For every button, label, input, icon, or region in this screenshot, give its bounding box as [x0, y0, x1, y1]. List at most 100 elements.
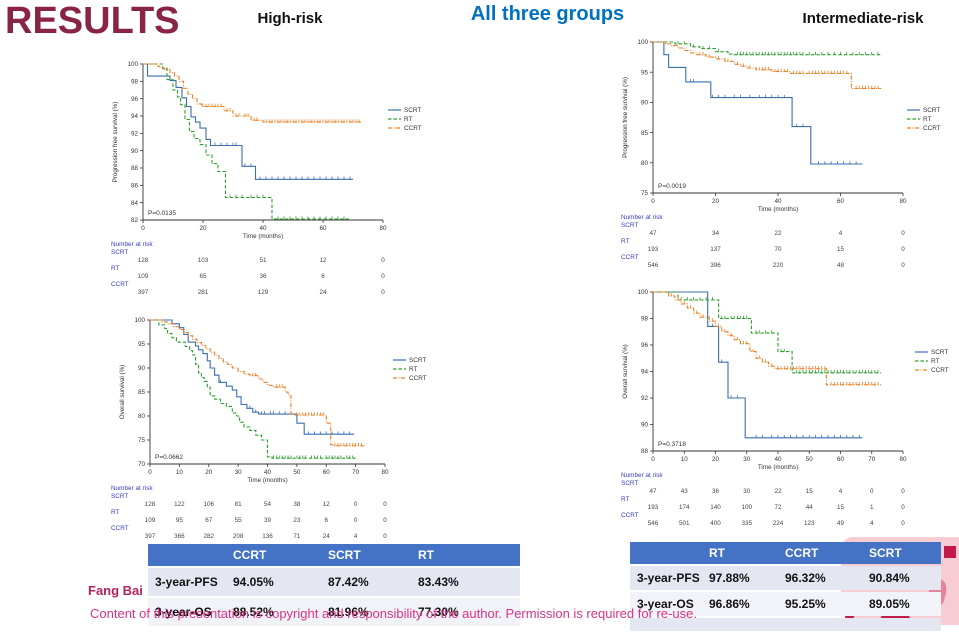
table-rowlabel-cell: 3-year-PFS — [630, 566, 702, 590]
svg-text:P=0.0662: P=0.0662 — [155, 454, 183, 461]
svg-text:CCRT: CCRT — [621, 254, 639, 261]
column-title-intermediate-risk: Intermediate-risk — [802, 10, 924, 27]
svg-text:224: 224 — [773, 520, 784, 527]
svg-text:10: 10 — [681, 456, 689, 463]
svg-text:90: 90 — [138, 365, 146, 372]
svg-text:51: 51 — [259, 257, 267, 264]
svg-text:SCRT: SCRT — [409, 357, 426, 364]
svg-text:80: 80 — [899, 456, 907, 463]
svg-text:397: 397 — [145, 533, 156, 540]
svg-text:Time (months): Time (months) — [758, 464, 798, 471]
svg-text:P=0.0135: P=0.0135 — [148, 210, 176, 217]
svg-text:174: 174 — [679, 504, 690, 511]
svg-text:RT: RT — [931, 358, 939, 365]
svg-text:70: 70 — [774, 246, 782, 253]
svg-text:10: 10 — [176, 469, 184, 476]
svg-text:335: 335 — [741, 520, 752, 527]
table-header-cell: CCRT — [226, 544, 321, 566]
svg-text:85: 85 — [138, 389, 146, 396]
table-row: 3-year-PFS 94.05% 87.42% 83.43% — [148, 568, 520, 596]
svg-text:193: 193 — [648, 246, 659, 253]
svg-text:0: 0 — [383, 501, 387, 508]
svg-text:30: 30 — [235, 469, 243, 476]
svg-text:20: 20 — [199, 225, 207, 232]
svg-text:Number at risk: Number at risk — [621, 214, 663, 221]
table-value-cell: 87.42% — [321, 568, 411, 596]
svg-text:48: 48 — [837, 262, 845, 269]
table-value-cell: 83.43% — [411, 568, 520, 596]
svg-text:128: 128 — [145, 501, 156, 508]
svg-text:100: 100 — [134, 317, 145, 324]
table-header-cell: RT — [702, 542, 778, 564]
svg-text:92: 92 — [131, 131, 139, 138]
svg-text:60: 60 — [323, 469, 331, 476]
svg-text:140: 140 — [710, 504, 721, 511]
svg-text:98: 98 — [131, 79, 139, 86]
svg-text:40: 40 — [774, 456, 782, 463]
svg-text:6: 6 — [324, 517, 328, 524]
svg-text:43: 43 — [681, 488, 689, 495]
svg-text:22: 22 — [774, 230, 782, 237]
svg-text:70: 70 — [138, 461, 146, 468]
page-title: RESULTS — [5, 0, 180, 42]
svg-text:40: 40 — [774, 198, 782, 205]
svg-text:0: 0 — [354, 517, 358, 524]
svg-text:88: 88 — [131, 165, 139, 172]
svg-text:0: 0 — [381, 257, 385, 264]
svg-text:67: 67 — [205, 517, 213, 524]
svg-text:0: 0 — [141, 225, 145, 232]
svg-text:30: 30 — [743, 488, 751, 495]
svg-text:122: 122 — [174, 501, 185, 508]
svg-text:30: 30 — [743, 456, 751, 463]
svg-text:34: 34 — [712, 230, 720, 237]
svg-text:Overall survival (%): Overall survival (%) — [622, 344, 629, 399]
svg-text:P=0.0019: P=0.0019 — [658, 183, 686, 190]
svg-text:RT: RT — [404, 116, 412, 123]
svg-text:80: 80 — [379, 225, 387, 232]
svg-text:40: 40 — [264, 469, 272, 476]
copyright-note: Content of this presentation is copyrigh… — [90, 606, 697, 621]
table-rowlabel-cell: 3-year-OS — [630, 592, 702, 616]
svg-text:44: 44 — [806, 504, 814, 511]
table-header-cell: SCRT — [862, 542, 941, 564]
svg-text:75: 75 — [641, 190, 649, 197]
table-header-cell: SCRT — [321, 544, 411, 566]
svg-text:65: 65 — [199, 273, 207, 280]
svg-text:95: 95 — [176, 517, 184, 524]
svg-text:208: 208 — [233, 533, 244, 540]
svg-text:0: 0 — [901, 520, 905, 527]
svg-text:Time (months): Time (months) — [758, 206, 798, 213]
svg-text:86: 86 — [131, 183, 139, 190]
svg-text:0: 0 — [901, 262, 905, 269]
svg-text:22: 22 — [774, 488, 782, 495]
svg-text:0: 0 — [901, 488, 905, 495]
svg-text:24: 24 — [319, 289, 327, 296]
svg-text:40: 40 — [259, 225, 267, 232]
table-value-cell: 94.05% — [226, 568, 321, 596]
svg-text:CCRT: CCRT — [931, 367, 949, 374]
svg-text:0: 0 — [901, 246, 905, 253]
svg-text:RT: RT — [621, 496, 629, 503]
svg-text:15: 15 — [806, 488, 814, 495]
svg-text:12: 12 — [319, 257, 327, 264]
svg-text:94: 94 — [641, 369, 649, 376]
svg-text:80: 80 — [899, 198, 907, 205]
svg-text:137: 137 — [710, 246, 721, 253]
svg-text:70: 70 — [868, 456, 876, 463]
table-header-cell: CCRT — [778, 542, 862, 564]
svg-text:103: 103 — [198, 257, 209, 264]
svg-text:397: 397 — [138, 289, 149, 296]
svg-text:0: 0 — [383, 533, 387, 540]
svg-text:P=0.3718: P=0.3718 — [658, 441, 686, 448]
svg-text:95: 95 — [138, 341, 146, 348]
svg-text:366: 366 — [174, 533, 185, 540]
svg-text:220: 220 — [773, 262, 784, 269]
crimson-square-shape — [944, 546, 956, 558]
svg-text:92: 92 — [641, 395, 649, 402]
svg-text:Overall survival (%): Overall survival (%) — [119, 365, 126, 420]
svg-text:0: 0 — [381, 289, 385, 296]
